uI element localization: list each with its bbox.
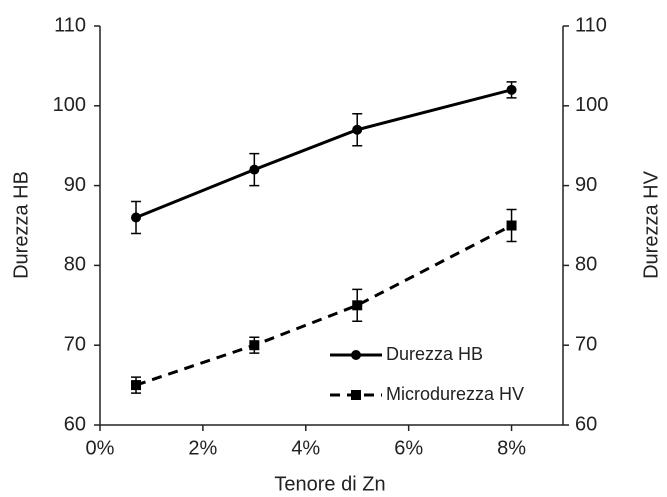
legend-marker [351, 390, 361, 400]
y-tick-label: 110 [54, 14, 86, 36]
legend-label: Microdurezza HV [386, 384, 524, 404]
point [506, 220, 517, 231]
legend-label: Durezza HB [386, 344, 483, 364]
y2-tick-label: 90 [575, 174, 597, 196]
y2-tick-label: 110 [575, 14, 607, 36]
x-tick-label: 4% [291, 437, 320, 459]
x-axis-label: Tenore di Zn [274, 473, 385, 495]
y-tick-label: 60 [64, 413, 86, 435]
y-tick-label: 70 [64, 333, 86, 355]
y2-tick-label: 70 [575, 333, 597, 355]
y2-axis-label: Durezza HV [640, 170, 662, 278]
point [131, 212, 142, 223]
x-tick-label: 0% [86, 437, 115, 459]
y2-tick-label: 80 [575, 254, 597, 276]
point [352, 300, 363, 311]
x-tick-label: 8% [497, 437, 526, 459]
y-tick-label: 90 [64, 174, 86, 196]
series-line [135, 88, 512, 219]
point [249, 164, 260, 175]
point [249, 340, 260, 351]
y-tick-label: 80 [64, 254, 86, 276]
x-tick-label: 2% [188, 437, 217, 459]
y2-tick-label: 60 [575, 413, 597, 435]
y2-tick-label: 100 [575, 94, 608, 116]
x-tick-label: 6% [394, 437, 423, 459]
legend-marker [351, 350, 361, 360]
point [352, 124, 363, 135]
point [131, 380, 142, 391]
point [506, 84, 517, 95]
y-tick-label: 100 [53, 94, 86, 116]
y-axis-label: Durezza HB [10, 171, 32, 279]
